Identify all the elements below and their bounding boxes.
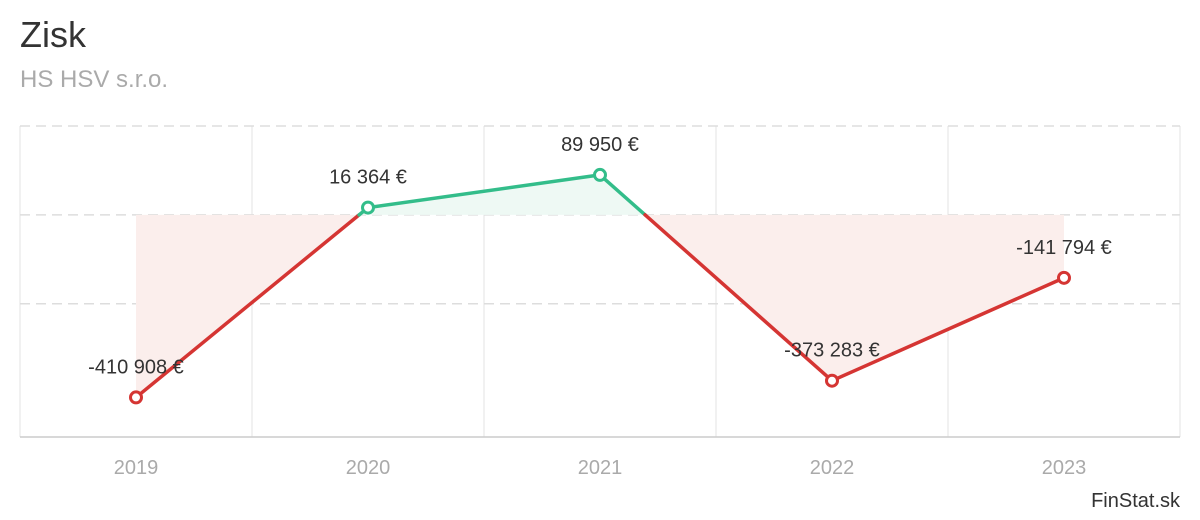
x-tick-label: 2019 xyxy=(114,457,159,479)
area-segment xyxy=(368,174,600,215)
data-label: 89 950 € xyxy=(561,134,639,156)
line-segment xyxy=(366,173,602,210)
data-point xyxy=(1057,270,1071,285)
x-tick-label: 2021 xyxy=(578,457,623,479)
chart-data-labels: -410 908 € 16 364 € 89 950 € -373 283 € -141… xyxy=(88,134,1112,379)
x-tick-label: 2022 xyxy=(810,457,855,479)
line-segment xyxy=(134,213,361,400)
data-label: -373 283 € xyxy=(784,340,880,362)
line-segment xyxy=(643,213,834,383)
data-label: 16 364 € xyxy=(329,167,407,189)
data-point xyxy=(593,167,607,182)
chart-subtitle: HS HSV s.r.o. xyxy=(20,66,169,93)
finstat-credit[interactable]: FinStat.sk xyxy=(1091,490,1180,512)
chart-points xyxy=(129,167,1071,405)
x-tick-label: 2020 xyxy=(346,457,391,479)
data-point xyxy=(825,373,839,388)
chart-areas xyxy=(136,174,1064,398)
data-label: -410 908 € xyxy=(88,356,184,378)
line-segment xyxy=(598,173,647,217)
chart-title: Zisk xyxy=(20,14,86,55)
data-point xyxy=(129,390,143,405)
x-axis-ticks: 2019 2020 2021 2022 2023 xyxy=(114,457,1087,479)
line-segment xyxy=(830,276,1066,383)
x-tick-label: 2023 xyxy=(1042,457,1087,479)
data-label: -141 794 € xyxy=(1016,237,1112,259)
data-point xyxy=(361,200,375,215)
area-segment xyxy=(832,214,1064,381)
